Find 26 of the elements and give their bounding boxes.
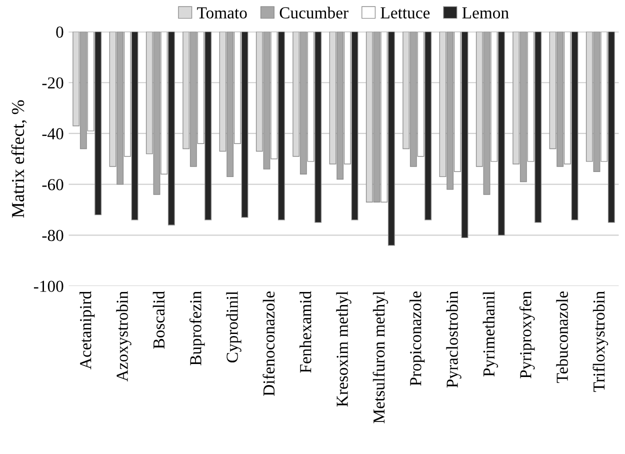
x-tick-label: Pyraclostrobin [446, 291, 462, 388]
x-tick-label: Pyriproxyfen [519, 291, 535, 378]
legend-label: Lettuce [380, 7, 430, 18]
x-tick-label: Buprofezin [189, 291, 205, 366]
legend-label: Tomato [197, 7, 247, 18]
y-tick-label: -20 [42, 77, 64, 89]
x-tick-label: Pyrimethanil [482, 291, 498, 376]
y-tick-label: -40 [42, 128, 64, 140]
legend-label: Lemon [462, 7, 509, 18]
x-tick-label: Azoxystrobin [116, 291, 132, 382]
y-tick-label: 0 [56, 26, 64, 38]
y-tick-label: -80 [42, 230, 64, 242]
legend-label: Cucumber [280, 6, 348, 18]
x-tick-label: Acetanipird [80, 291, 95, 370]
x-tick-label: Kresoxim methyl [336, 291, 352, 407]
x-tick-label: Fenhexamid [300, 291, 312, 373]
x-tick-label: Difenoconazole [262, 291, 275, 396]
y-tick-label: -100 [34, 280, 64, 292]
x-tick-label: Boscalid [152, 291, 165, 349]
x-tick-label: Tebuconazole [556, 291, 568, 383]
y-tick-label: -60 [42, 179, 64, 190]
x-tick-label: Metsulfuron methyl [372, 291, 388, 424]
x-tick-label: Cyprodinil [226, 291, 242, 362]
y-axis-title: Matrix effect, % [11, 100, 27, 218]
x-tick-label: Propiconazole [410, 291, 425, 386]
x-tick-label: Trifloxystrobin [592, 291, 608, 392]
